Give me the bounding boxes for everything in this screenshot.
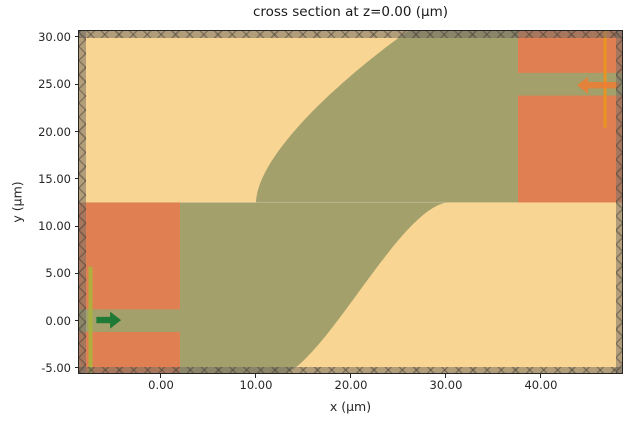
x-tick-mark [160, 374, 162, 378]
y-tick-label: 30.00 [38, 29, 71, 44]
x-tick-mark [445, 374, 447, 378]
source-direction-arrow [96, 311, 122, 329]
output-waveguide [517, 72, 622, 96]
y-tick-label: 15.00 [38, 171, 71, 186]
y-tick-mark [75, 367, 79, 369]
mode-monitor-plane [603, 31, 607, 128]
x-tick-label: 0.00 [148, 378, 174, 392]
y-tick-label: 25.00 [38, 77, 71, 92]
x-tick-label: 30.00 [429, 378, 463, 392]
y-tick-label: 20.00 [38, 124, 71, 139]
sbend-structure [180, 31, 518, 373]
pml-boundary-right [616, 31, 622, 373]
y-tick-mark [75, 272, 79, 274]
x-axis-label: x (μm) [329, 399, 372, 414]
input-waveguide [79, 309, 181, 332]
y-tick-mark [75, 320, 79, 322]
structure-seam [179, 201, 446, 203]
x-tick-mark [540, 374, 542, 378]
x-tick-mark [255, 374, 257, 378]
pml-boundary-left [79, 31, 86, 373]
x-tick-label: 10.00 [239, 378, 273, 392]
monitor-direction-arrow [577, 76, 619, 94]
y-axis-label: y (μm) [9, 181, 25, 223]
mode-source-plane [88, 266, 93, 373]
plot-area [79, 31, 622, 373]
y-tick-label: -5.00 [41, 360, 71, 375]
y-tick-mark [75, 83, 79, 85]
plot-canvas [79, 31, 622, 373]
y-tick-label: 0.00 [45, 313, 71, 328]
y-tick-label: 10.00 [38, 219, 71, 234]
y-tick-mark [75, 36, 79, 38]
x-tick-label: 20.00 [334, 378, 368, 392]
y-tick-label: 5.00 [45, 266, 71, 281]
y-tick-mark [75, 178, 79, 180]
plot-title: cross section at z=0.00 (μm) [252, 4, 449, 20]
x-tick-label: 40.00 [524, 378, 558, 392]
x-tick-mark [350, 374, 352, 378]
y-tick-mark [75, 225, 79, 227]
pml-boundary-bottom [79, 367, 622, 373]
pml-boundary-top [79, 31, 622, 38]
input-port-box [79, 202, 180, 373]
y-tick-mark [75, 131, 79, 132]
